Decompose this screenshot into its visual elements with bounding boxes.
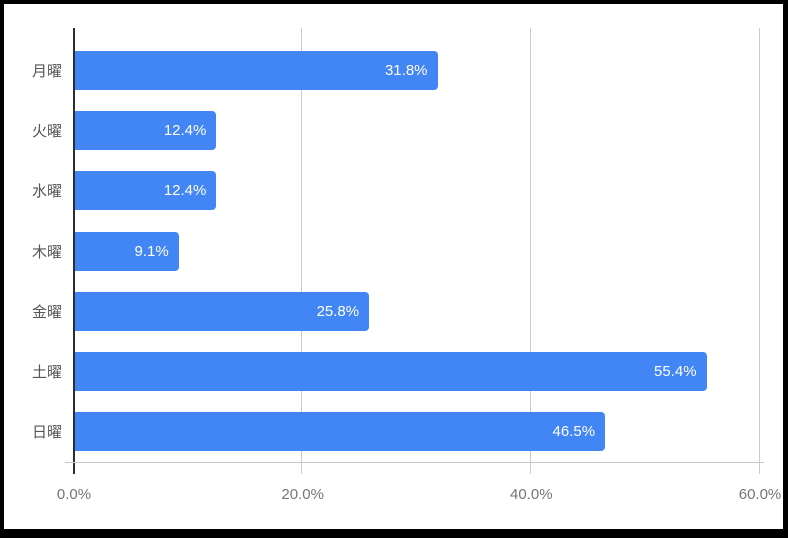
bar-value-label: 12.4% (163, 182, 207, 200)
bar-1: 31.8% (75, 50, 438, 90)
gridline-60 (758, 28, 760, 474)
bar-6: 55.4% (75, 352, 707, 392)
x-tick-label: 40.0% (510, 486, 553, 503)
bar-value-label: 55.4% (654, 363, 697, 381)
bar-value-label: 12.4% (163, 121, 207, 139)
category-label-6: 土曜 (31, 364, 62, 382)
bar-5: 25.8% (75, 291, 370, 331)
bar-value-label: 31.8% (384, 61, 428, 79)
category-label-5: 金曜 (31, 303, 62, 321)
x-tick-label: 20.0% (281, 486, 324, 503)
category-label-3: 水曜 (31, 183, 62, 201)
axis-zero-line (73, 28, 75, 474)
bar-value-label: 46.5% (552, 423, 596, 441)
bar-value-label: 25.8% (316, 302, 360, 320)
bar-3: 12.4% (75, 171, 217, 211)
x-tick-label: 0.0% (56, 486, 92, 503)
category-label-1: 月曜 (31, 62, 62, 80)
bar-7: 46.5% (75, 412, 606, 452)
gridline-20 (301, 28, 303, 474)
bar-4: 9.1% (75, 231, 179, 271)
gridline-40 (529, 28, 531, 474)
bar-value-label: 9.1% (134, 242, 169, 260)
category-label-7: 日曜 (31, 424, 62, 442)
x-tick-label: 60.0% (738, 486, 782, 503)
category-label-4: 木曜 (31, 243, 62, 261)
axis-baseline (65, 462, 764, 463)
bar-2: 12.4% (75, 110, 217, 150)
category-label-2: 火曜 (31, 122, 62, 140)
